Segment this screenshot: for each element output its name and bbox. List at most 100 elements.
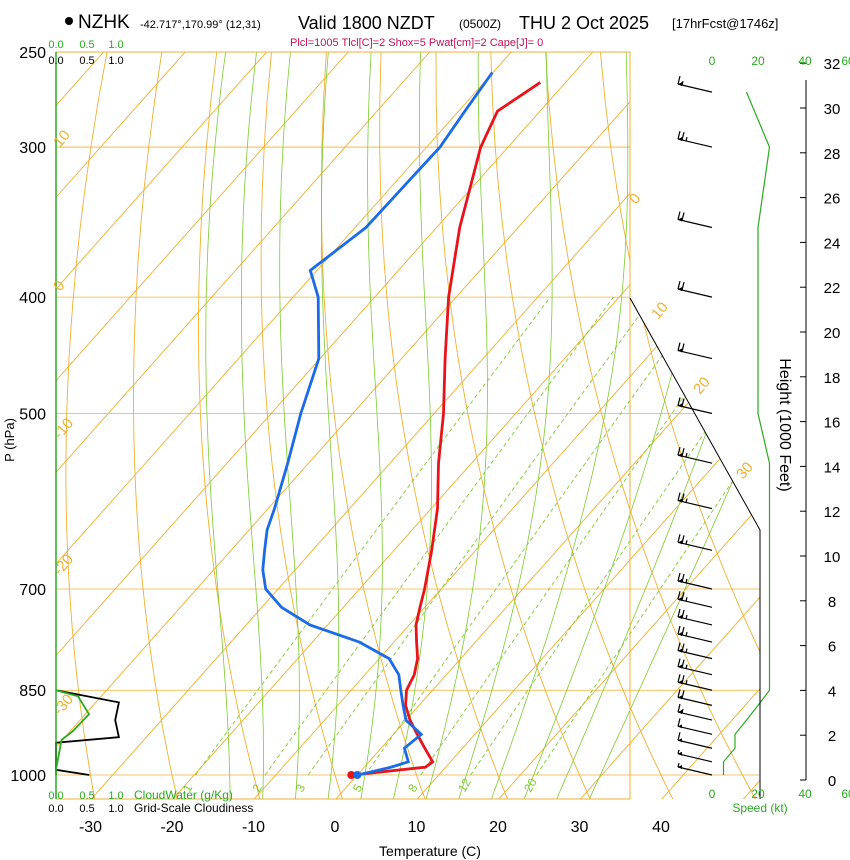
wind-barb [677, 625, 713, 643]
barb-staff [677, 404, 713, 415]
barb-half-flag [685, 680, 688, 685]
wind-barb [677, 591, 713, 608]
isotherm-label: 10 [648, 299, 672, 323]
height-boundary-line [629, 297, 761, 799]
wind-barb [677, 280, 713, 298]
barb-flag [677, 75, 681, 85]
barb-staff [677, 666, 713, 676]
barb-flag [681, 131, 685, 141]
wind-barb [677, 492, 713, 510]
dry-adiabat [490, 52, 674, 799]
wind-barb [677, 608, 713, 626]
x-tick-label: 40 [652, 819, 670, 836]
height-tick-label: 16 [824, 415, 841, 432]
barb-tip [678, 765, 682, 769]
isotherm-line [56, 52, 593, 799]
dry-adiabat [133, 52, 179, 799]
barb-tip [678, 137, 682, 142]
barb-staff [677, 766, 713, 776]
speed-axis-title: Speed (kt) [732, 801, 787, 815]
barb-flag [677, 674, 681, 683]
height-tick-label: 14 [824, 459, 841, 476]
cloudwater-top-tick: 0.5 [79, 39, 94, 51]
barb-flag [677, 492, 681, 501]
barb-half-flag [685, 631, 688, 637]
mixing-ratio-line [470, 296, 760, 776]
wind-barbs [677, 75, 771, 776]
barb-flag [681, 281, 685, 291]
station-coords: -42.717°,170.99° (12,31) [140, 19, 261, 31]
barb-flag [681, 609, 685, 619]
x-tick-label: 10 [408, 819, 426, 836]
barb-half-flag [681, 80, 684, 86]
wind-barb [677, 718, 713, 735]
isotherm-line [56, 52, 186, 799]
mixing-ratio-label: 20 [521, 776, 540, 795]
barb-staff [677, 616, 713, 626]
barb-tip [678, 614, 682, 619]
pressure-tick-label: 400 [19, 290, 46, 307]
moist-adiabat [588, 52, 760, 799]
station-id: NZHK [78, 12, 130, 33]
dewpoint-line [261, 71, 494, 777]
dry-adiabat [198, 52, 261, 799]
dry-adiabat [320, 52, 426, 799]
wind-barb [677, 703, 713, 721]
barb-flag [681, 343, 685, 352]
x-tick-label: 0 [331, 819, 340, 836]
height-tick-label: 4 [828, 683, 836, 700]
isotherm-line [497, 52, 760, 799]
mixing-ratio-line [536, 296, 760, 776]
forecast-info: [17hrFcst@1746z] [672, 16, 778, 31]
mixing-ratio-line [264, 296, 614, 776]
zulu-time: (0500Z) [459, 17, 501, 31]
barb-flag [681, 212, 685, 221]
moist-adiabat [490, 52, 629, 799]
height-tick-label: 20 [824, 325, 841, 342]
wind-speed-profile [722, 91, 771, 775]
dry-adiabat [545, 52, 757, 799]
sounding-profiles [55, 71, 542, 779]
x-tick-label: -20 [160, 819, 183, 836]
barb-tip [678, 724, 682, 729]
barb-tip [678, 82, 682, 87]
y-axis-title: P (hPa) [2, 418, 17, 462]
isotherm-line [56, 52, 267, 799]
barb-tip [678, 648, 682, 653]
dry-adiabat [260, 52, 344, 799]
barb-flag [681, 448, 685, 457]
barb-staff [677, 349, 713, 360]
height-tick-label: 8 [828, 594, 836, 611]
barb-tip [678, 710, 682, 715]
pressure-tick-label: 1000 [10, 768, 46, 785]
cloudwater-axis-title: CloudWater (g/Kg) [134, 788, 233, 802]
height-tick-label: 22 [824, 280, 841, 297]
barb-tip [678, 217, 682, 222]
wind-barb [677, 642, 713, 660]
isotherm-label: 0 [50, 277, 68, 294]
barb-tip [678, 664, 682, 669]
barb-staff [677, 633, 713, 643]
surface-dew-marker [353, 771, 362, 779]
speed-tick-top: 20 [751, 54, 765, 68]
x-tick-label: 20 [489, 819, 507, 836]
barb-staff [677, 218, 713, 229]
barb-flag [677, 718, 681, 727]
barb-staff [677, 711, 713, 721]
wind-barb [677, 130, 713, 148]
cloudwater-bottom-tick: 1.0 [108, 790, 123, 802]
barb-flag [677, 658, 681, 667]
moist-adiabat [555, 52, 760, 799]
barb-half-flag [685, 614, 688, 620]
speed-tick-bottom: 60 [841, 787, 850, 801]
moist-adiabat [321, 52, 340, 799]
dry-adiabat [599, 52, 760, 799]
moist-adiabat [279, 52, 300, 799]
mixing-ratio-line [364, 296, 705, 776]
barb-staff [677, 138, 713, 148]
moist-adiabat [360, 52, 383, 799]
barb-half-flag [677, 749, 680, 754]
wind-barb [677, 211, 713, 229]
speed-tick-bottom: 20 [751, 787, 765, 801]
